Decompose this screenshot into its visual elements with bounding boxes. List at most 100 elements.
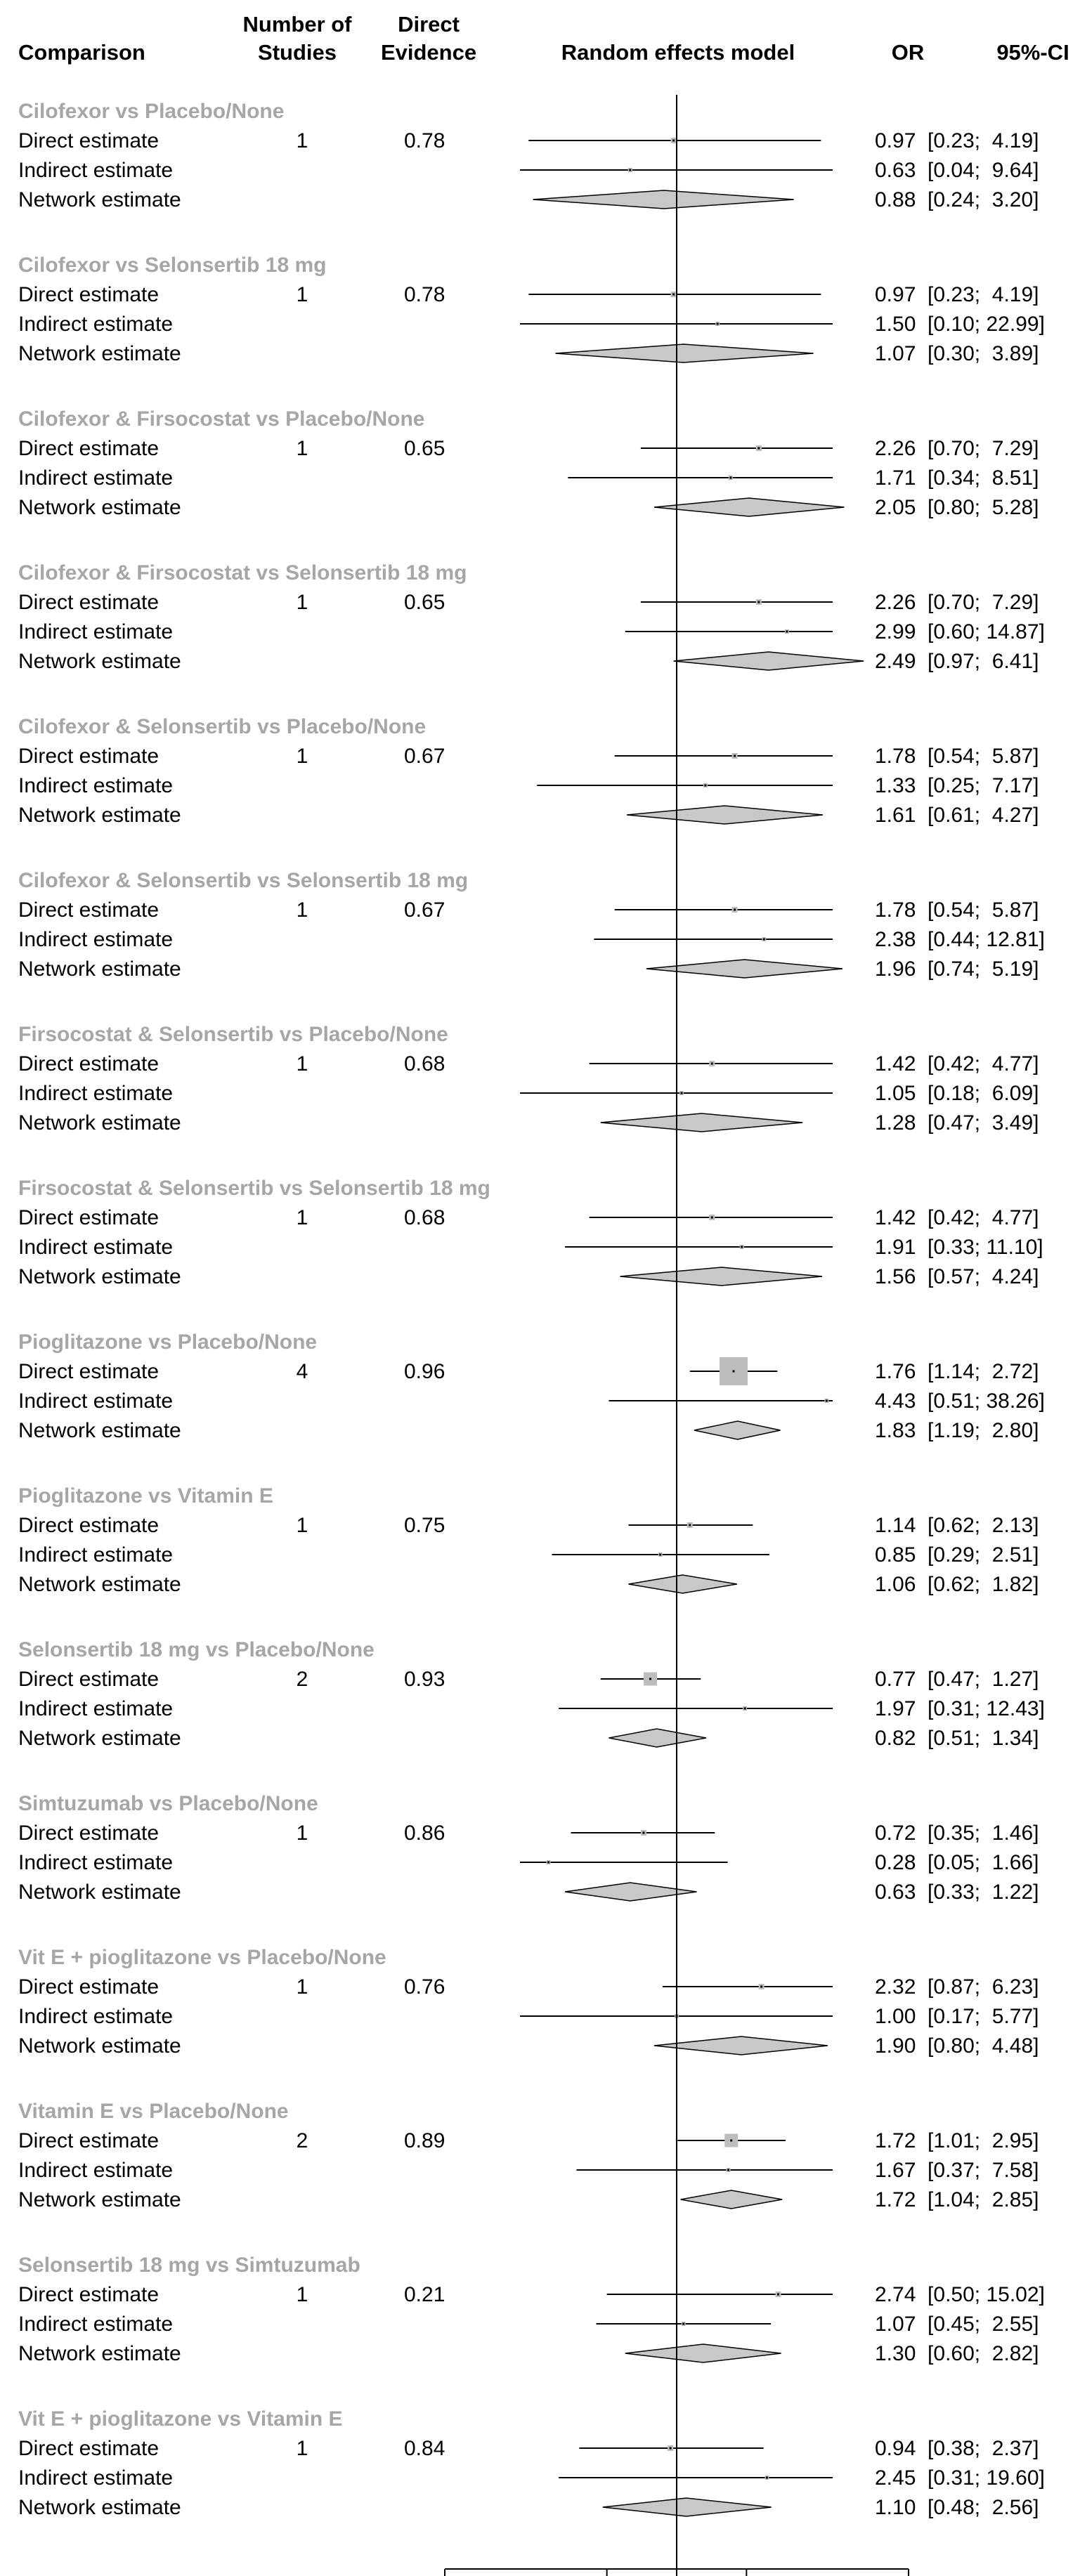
direct-evidence: 0.93 [404, 1668, 445, 1691]
row-or-ci: 1.50 [0.10; 22.99] [875, 313, 1045, 336]
network-diamond [627, 805, 824, 825]
row-label: Network estimate [18, 2188, 181, 2211]
direct-evidence: 0.67 [404, 898, 445, 922]
studies-count: 1 [297, 1822, 308, 1845]
group-title: Cilofexor & Selonsertib vs Selonsertib 1… [18, 869, 468, 892]
row-or-ci: 1.96 [0.74; 5.19] [875, 957, 1039, 981]
row-label: Indirect estimate [18, 2005, 173, 2028]
row-label: Direct estimate [18, 437, 159, 460]
row-label: Indirect estimate [18, 1390, 173, 1413]
header-direct-line1: Direct [398, 12, 460, 37]
direct-evidence: 0.89 [404, 2129, 445, 2152]
studies-count: 1 [297, 2437, 308, 2460]
direct-evidence: 0.96 [404, 1360, 445, 1383]
row-or-ci: 2.45 [0.31; 19.60] [875, 2466, 1045, 2490]
studies-count: 1 [297, 283, 308, 306]
row-label: Direct estimate [18, 129, 159, 152]
direct-evidence: 0.68 [404, 1206, 445, 1229]
row-label: Direct estimate [18, 1975, 159, 1999]
row-or-ci: 1.67 [0.37; 7.58] [875, 2159, 1039, 2182]
group-title: Cilofexor vs Selonsertib 18 mg [18, 254, 326, 277]
header-studies-line1: Number of [243, 12, 353, 37]
direct-evidence: 0.78 [404, 283, 445, 306]
row-label: Indirect estimate [18, 928, 173, 951]
network-diamond [625, 2343, 781, 2363]
row-or-ci: 0.97 [0.23; 4.19] [875, 283, 1039, 306]
row-label: Indirect estimate [18, 2313, 173, 2336]
direct-evidence: 0.65 [404, 437, 445, 460]
studies-count: 1 [297, 1514, 308, 1537]
row-or-ci: 1.78 [0.54; 5.87] [875, 745, 1039, 768]
studies-count: 1 [297, 1052, 308, 1075]
row-or-ci: 1.30 [0.60; 2.82] [875, 2342, 1039, 2365]
row-label: Direct estimate [18, 283, 159, 306]
studies-count: 1 [297, 591, 308, 614]
row-or-ci: 1.42 [0.42; 4.77] [875, 1206, 1039, 1229]
direct-evidence: 0.76 [404, 1975, 445, 1999]
network-diamond [602, 2497, 772, 2517]
row-or-ci: 1.05 [0.18; 6.09] [875, 1082, 1039, 1105]
row-label: Direct estimate [18, 2437, 159, 2460]
row-or-ci: 0.94 [0.38; 2.37] [875, 2437, 1039, 2460]
network-diamond [555, 344, 814, 363]
row-or-ci: 1.33 [0.25; 7.17] [875, 774, 1039, 797]
row-or-ci: 2.99 [0.60; 14.87] [875, 620, 1045, 643]
row-or-ci: 0.28 [0.05; 1.66] [875, 1851, 1039, 1874]
group-title: Cilofexor & Firsocostat vs Placebo/None [18, 407, 424, 431]
header-model: Random effects model [561, 40, 795, 65]
direct-evidence: 0.75 [404, 1514, 445, 1537]
group-title: Vit E + pioglitazone vs Vitamin E [18, 2407, 343, 2431]
plot-area: Cilofexor vs Placebo/None Direct estimate… [18, 95, 1045, 2576]
studies-count: 1 [297, 898, 308, 922]
row-or-ci: 1.83 [1.19; 2.80] [875, 1419, 1039, 1442]
row-label: Network estimate [18, 188, 181, 211]
row-label: Indirect estimate [18, 620, 173, 643]
group-title: Selonsertib 18 mg vs Placebo/None [18, 1638, 375, 1661]
network-diamond [680, 2190, 783, 2209]
row-or-ci: 0.77 [0.47; 1.27] [875, 1668, 1039, 1691]
studies-count: 2 [297, 1668, 308, 1691]
network-diamond [533, 190, 794, 209]
direct-evidence: 0.21 [404, 2283, 445, 2306]
row-label: Indirect estimate [18, 466, 173, 490]
row-label: Indirect estimate [18, 2159, 173, 2182]
row-or-ci: 1.72 [1.01; 2.95] [875, 2129, 1039, 2152]
row-label: Network estimate [18, 1419, 181, 1442]
row-or-ci: 0.63 [0.04; 9.64] [875, 159, 1039, 182]
row-or-ci: 1.91 [0.33; 11.10] [875, 1236, 1043, 1259]
row-or-ci: 0.85 [0.29; 2.51] [875, 1543, 1039, 1567]
header-comparison: Comparison [18, 40, 145, 65]
row-or-ci: 2.32 [0.87; 6.23] [875, 1975, 1039, 1999]
row-or-ci: 1.72 [1.04; 2.85] [875, 2188, 1039, 2211]
row-or-ci: 1.07 [0.45; 2.55] [875, 2313, 1039, 2336]
row-label: Network estimate [18, 804, 181, 827]
row-label: Network estimate [18, 1111, 181, 1135]
studies-count: 1 [297, 745, 308, 768]
row-or-ci: 2.26 [0.70; 7.29] [875, 591, 1039, 614]
network-diamond [646, 959, 843, 979]
row-label: Direct estimate [18, 1052, 159, 1075]
row-or-ci: 2.49 [0.97; 6.41] [875, 650, 1039, 673]
group-title: Pioglitazone vs Placebo/None [18, 1331, 317, 1354]
row-or-ci: 1.06 [0.62; 1.82] [875, 1573, 1039, 1596]
row-label: Network estimate [18, 957, 181, 981]
direct-evidence: 0.84 [404, 2437, 445, 2460]
studies-count: 1 [297, 2283, 308, 2306]
row-label: Network estimate [18, 496, 181, 519]
row-or-ci: 1.56 [0.57; 4.24] [875, 1265, 1039, 1288]
direct-evidence: 0.68 [404, 1052, 445, 1075]
group-title: Simtuzumab vs Placebo/None [18, 1792, 318, 1815]
row-label: Network estimate [18, 2496, 181, 2519]
network-diamond [653, 2036, 828, 2055]
group-title: Cilofexor & Selonsertib vs Placebo/None [18, 715, 426, 738]
row-label: Direct estimate [18, 591, 159, 614]
network-diamond [694, 1420, 781, 1440]
group-title: Firsocostat & Selonsertib vs Selonsertib… [18, 1177, 490, 1200]
network-diamond [628, 1574, 737, 1594]
row-or-ci: 1.00 [0.17; 5.77] [875, 2005, 1039, 2028]
row-label: Direct estimate [18, 898, 159, 922]
studies-count: 1 [297, 129, 308, 152]
row-or-ci: 2.26 [0.70; 7.29] [875, 437, 1039, 460]
row-or-ci: 1.42 [0.42; 4.77] [875, 1052, 1039, 1075]
